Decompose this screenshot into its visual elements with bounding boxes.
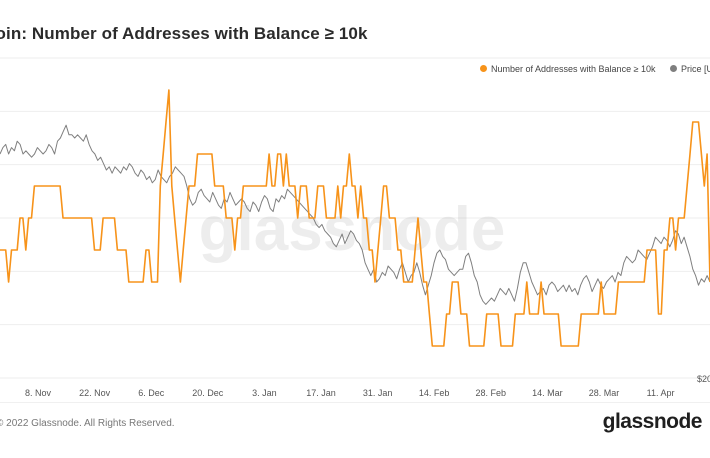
- legend-label-addresses: Number of Addresses with Balance ≥ 10k: [491, 64, 656, 74]
- footer-divider: [0, 402, 710, 403]
- x-tick-label: 8. Nov: [25, 388, 52, 398]
- x-axis-ticks: 8. Nov 22. Nov 6. Dec 20. Dec 3. Jan 17. Jan 3…: [25, 388, 675, 398]
- x-tick-label: 20. Dec: [192, 388, 224, 398]
- x-tick-label: 22. Nov: [79, 388, 111, 398]
- chart-title: coin: Number of Addresses with Balance ≥…: [0, 24, 368, 43]
- x-tick-label: 14. Mar: [532, 388, 563, 398]
- x-tick-label: 6. Dec: [138, 388, 165, 398]
- x-tick-label: 31. Jan: [363, 388, 393, 398]
- watermark: glassnode: [199, 195, 506, 264]
- series-line-addresses: [0, 89, 710, 347]
- legend-swatch-addresses: [480, 65, 487, 72]
- footer-copyright: © 2022 Glassnode. All Rights Reserved.: [0, 418, 175, 429]
- right-axis-tick-label: $20: [697, 374, 710, 384]
- x-tick-label: 3. Jan: [252, 388, 277, 398]
- x-tick-label: 17. Jan: [306, 388, 336, 398]
- x-tick-label: 14. Feb: [419, 388, 450, 398]
- x-tick-label: 28. Mar: [589, 388, 620, 398]
- series-lines: [0, 89, 710, 347]
- x-tick-label: 28. Feb: [476, 388, 507, 398]
- series-line-price: [0, 124, 710, 305]
- legend-item-addresses[interactable]: Number of Addresses with Balance ≥ 10k: [480, 64, 656, 74]
- legend-swatch-price: [670, 65, 678, 72]
- glassnode-logo: glassnode: [602, 410, 703, 433]
- legend: Number of Addresses with Balance ≥ 10k P…: [480, 64, 710, 74]
- legend-label-price: Price [USD]: [681, 64, 710, 74]
- grid-lines: [0, 57, 710, 379]
- legend-item-price[interactable]: Price [USD]: [670, 64, 710, 74]
- x-tick-label: 11. Apr: [647, 388, 675, 398]
